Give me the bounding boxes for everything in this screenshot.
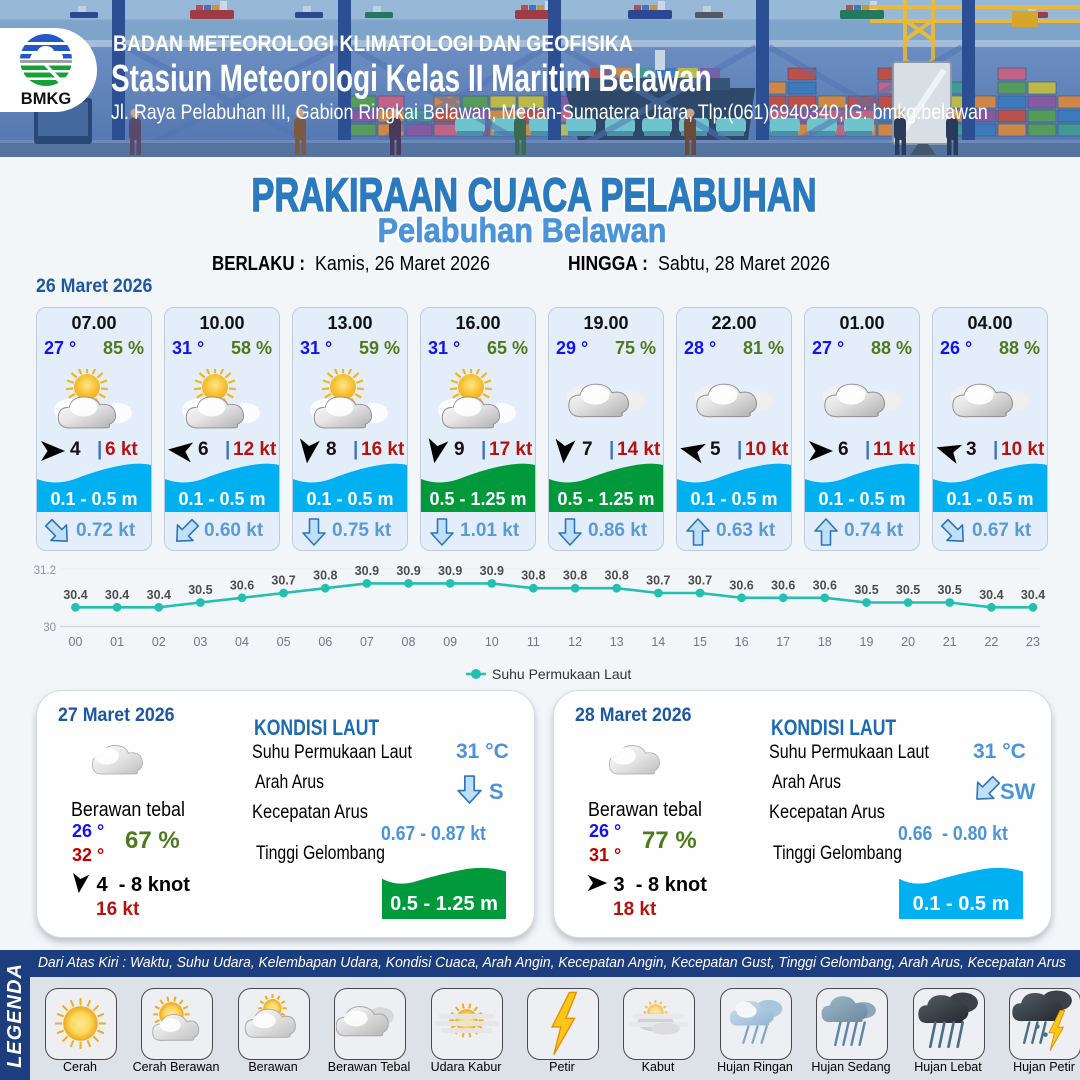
svg-text:02: 02: [152, 635, 166, 649]
svg-text:23: 23: [1026, 635, 1040, 649]
svg-text:05: 05: [277, 635, 291, 649]
svg-text:18: 18: [818, 635, 832, 649]
svg-text:30.9: 30.9: [355, 564, 379, 578]
svg-text:30.4: 30.4: [105, 588, 129, 602]
svg-text:30.5: 30.5: [938, 583, 962, 597]
svg-text:30.7: 30.7: [688, 574, 712, 588]
svg-text:21: 21: [943, 635, 957, 649]
svg-text:30.8: 30.8: [563, 569, 587, 583]
svg-text:30.4: 30.4: [63, 588, 87, 602]
svg-text:30.4: 30.4: [1021, 588, 1045, 602]
svg-text:30.6: 30.6: [813, 578, 837, 592]
svg-text:30.8: 30.8: [313, 569, 337, 583]
svg-text:30.9: 30.9: [396, 564, 420, 578]
svg-text:12: 12: [568, 635, 582, 649]
svg-text:30.5: 30.5: [896, 583, 920, 597]
svg-text:08: 08: [402, 635, 416, 649]
svg-text:30.6: 30.6: [771, 578, 795, 592]
svg-text:20: 20: [901, 635, 915, 649]
svg-text:01: 01: [110, 635, 124, 649]
svg-text:30.8: 30.8: [605, 569, 629, 583]
svg-text:15: 15: [693, 635, 707, 649]
svg-text:30.6: 30.6: [729, 578, 753, 592]
svg-text:30.4: 30.4: [147, 588, 171, 602]
svg-text:10: 10: [485, 635, 499, 649]
svg-text:17: 17: [776, 635, 790, 649]
svg-text:30.4: 30.4: [979, 588, 1003, 602]
svg-text:Suhu Permukaan Laut: Suhu Permukaan Laut: [492, 666, 631, 682]
svg-text:30.5: 30.5: [188, 583, 212, 597]
svg-text:07: 07: [360, 635, 374, 649]
svg-text:11: 11: [527, 635, 540, 649]
svg-text:30.9: 30.9: [480, 564, 504, 578]
svg-text:30.7: 30.7: [646, 574, 670, 588]
svg-text:22: 22: [984, 635, 998, 649]
svg-text:30: 30: [43, 622, 56, 634]
svg-text:14: 14: [651, 635, 665, 649]
svg-text:00: 00: [69, 635, 83, 649]
svg-text:09: 09: [443, 635, 457, 649]
svg-text:30.7: 30.7: [271, 574, 295, 588]
svg-text:03: 03: [193, 635, 207, 649]
svg-text:30.8: 30.8: [521, 569, 545, 583]
svg-text:19: 19: [860, 635, 874, 649]
svg-text:13: 13: [610, 635, 624, 649]
svg-text:06: 06: [318, 635, 332, 649]
svg-text:30.5: 30.5: [854, 583, 878, 597]
svg-text:16: 16: [735, 635, 749, 649]
svg-text:30.6: 30.6: [230, 578, 254, 592]
svg-text:BMKG: BMKG: [21, 90, 71, 108]
svg-text:04: 04: [235, 635, 249, 649]
svg-text:30.9: 30.9: [438, 564, 462, 578]
svg-text:31.2: 31.2: [34, 565, 56, 577]
